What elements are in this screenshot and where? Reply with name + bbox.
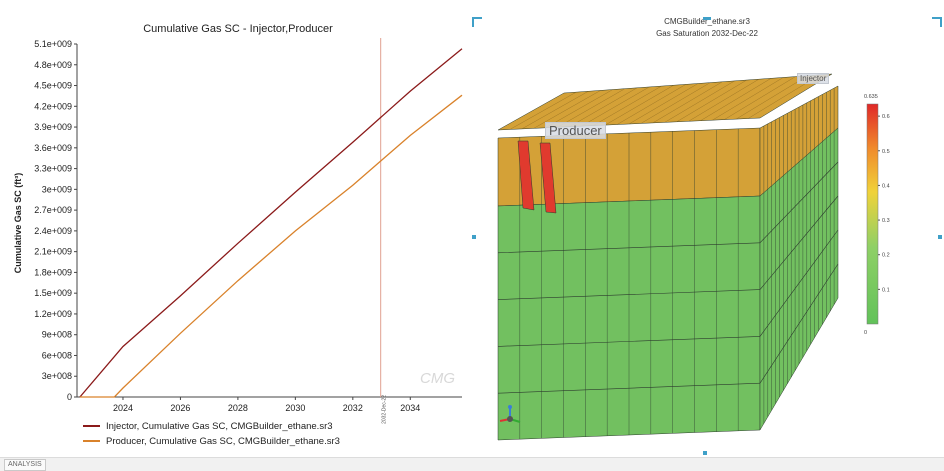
top-grid-line — [640, 82, 711, 124]
edge-handle-right[interactable] — [938, 235, 942, 239]
y-tick-label: 0 — [67, 392, 72, 402]
current-date-marker-label: 2032-Dec-22 — [382, 395, 388, 424]
axis-triad-icon[interactable] — [499, 405, 521, 423]
top-grid-line — [593, 85, 662, 126]
top-grid-line — [545, 89, 613, 128]
y-tick-label: 2.7e+009 — [34, 205, 72, 215]
y-tick-label: 2.4e+009 — [34, 226, 72, 236]
top-grid-line — [533, 90, 601, 129]
top-grid-line — [724, 76, 796, 120]
top-grid-line — [700, 78, 772, 121]
cumulative-gas-chart: Cumulative Gas SC - Injector,Producer Cu… — [13, 23, 463, 447]
top-grid-line — [688, 79, 759, 122]
x-tick-label: 2026 — [170, 403, 190, 413]
top-grid-line — [652, 81, 723, 124]
status-tab-analysis[interactable]: ANALYSIS — [4, 459, 46, 471]
colorbar-tick-label: 0.4 — [882, 183, 890, 189]
y-axis-label: Cumulative Gas SC (ft³) — [13, 173, 23, 274]
y-tick-label: 2.1e+009 — [34, 247, 72, 257]
status-bar: ANALYSIS — [0, 457, 944, 471]
injector-well-label[interactable]: Injector — [797, 73, 830, 84]
x-tick-label: 2028 — [228, 403, 248, 413]
y-tick-label: 3.3e+009 — [34, 164, 72, 174]
y-tick-label: 3e+009 — [42, 184, 72, 194]
x-tick-label: 2034 — [400, 403, 420, 413]
corner-handle-top-right[interactable] — [932, 17, 942, 27]
edge-handle-top[interactable] — [703, 17, 711, 20]
legend-label-injector: Injector, Cumulative Gas SC, CMGBuilder_… — [106, 421, 333, 432]
y-tick-label: 6e+008 — [42, 350, 72, 360]
edge-handle-bottom[interactable] — [703, 451, 707, 455]
y-tick-label: 9e+008 — [42, 330, 72, 340]
colorbar-tick-label: 0.6 — [882, 114, 890, 120]
corner-handle-top-left[interactable] — [472, 17, 482, 27]
colorbar-tick-label: 0.3 — [882, 218, 890, 224]
y-tick-label: 1.2e+009 — [34, 309, 72, 319]
colorbar-tick-label: 0.1 — [882, 287, 890, 293]
top-grid-line — [521, 91, 589, 130]
producer-cells-left — [517, 140, 535, 211]
top-grid-line — [509, 92, 577, 130]
y-tick-label: 4.2e+009 — [34, 101, 72, 111]
top-grid-line — [557, 88, 625, 128]
colorbar-gradient — [866, 103, 879, 325]
y-tick-label: 3.9e+009 — [34, 122, 72, 132]
plot-area: 0 3e+008 6e+008 9e+008 1.2e+009 1.5e+009 1.8e+… — [34, 38, 463, 424]
edge-handle-left[interactable] — [472, 235, 476, 239]
chart-panel[interactable]: Cumulative Gas SC - Injector,Producer Cu… — [0, 0, 468, 457]
producer-well-label[interactable]: Producer — [545, 122, 606, 139]
x-tick-label: 2024 — [113, 403, 133, 413]
chart-title: Cumulative Gas SC - Injector,Producer — [143, 23, 333, 35]
colorbar-min-label: 0 — [864, 330, 867, 336]
colorbar-tick-label: 0.2 — [882, 253, 890, 259]
3d-view-panel[interactable]: 0.6 0.5 0.4 0.3 0.2 0.1 0.635 0 CMGBuilder_etha… — [470, 0, 944, 457]
top-grid-line — [581, 86, 650, 127]
legend-label-producer: Producer, Cumulative Gas SC, CMGBuilder_… — [106, 436, 340, 447]
x-tick-label: 2032 — [343, 403, 363, 413]
reservoir-grid-block[interactable] — [497, 73, 839, 441]
y-tick-label: 4.8e+009 — [34, 60, 72, 70]
y-tick-label: 3e+008 — [42, 371, 72, 381]
colorbar-max-label: 0.635 — [864, 94, 878, 100]
y-tick-label: 3.6e+009 — [34, 143, 72, 153]
top-grid-line — [712, 77, 784, 121]
top-grid-line — [628, 83, 699, 125]
chart-legend: Injector, Cumulative Gas SC, CMGBuilder_… — [83, 421, 340, 447]
top-grid-line — [569, 87, 638, 127]
cmg-watermark: CMG — [420, 370, 455, 387]
top-grid-line — [676, 79, 747, 122]
top-grid-line — [664, 80, 735, 123]
top-grid-line — [605, 85, 674, 126]
top-face — [497, 73, 833, 131]
y-tick-label: 4.5e+009 — [34, 81, 72, 91]
colorbar-tick-label: 0.5 — [882, 149, 890, 155]
top-grid-line — [617, 84, 686, 125]
series-line-injector — [79, 48, 463, 398]
reservoir-3d-view[interactable]: 0.6 0.5 0.4 0.3 0.2 0.1 0.635 0 — [470, 0, 944, 457]
producer-cells-right — [539, 142, 557, 214]
y-tick-label: 1.5e+009 — [34, 288, 72, 298]
y-tick-label: 1.8e+009 — [34, 267, 72, 277]
y-tick-label: 5.1e+009 — [34, 39, 72, 49]
view-subtitle: Gas Saturation 2032-Dec-22 — [656, 29, 758, 38]
x-tick-label: 2030 — [285, 403, 305, 413]
series-line-producer — [79, 94, 463, 398]
top-grid-line — [736, 75, 808, 120]
colorbar-legend: 0.6 0.5 0.4 0.3 0.2 0.1 0.635 0 — [864, 94, 890, 336]
view-title: CMGBuilder_ethane.sr3 — [664, 17, 750, 26]
